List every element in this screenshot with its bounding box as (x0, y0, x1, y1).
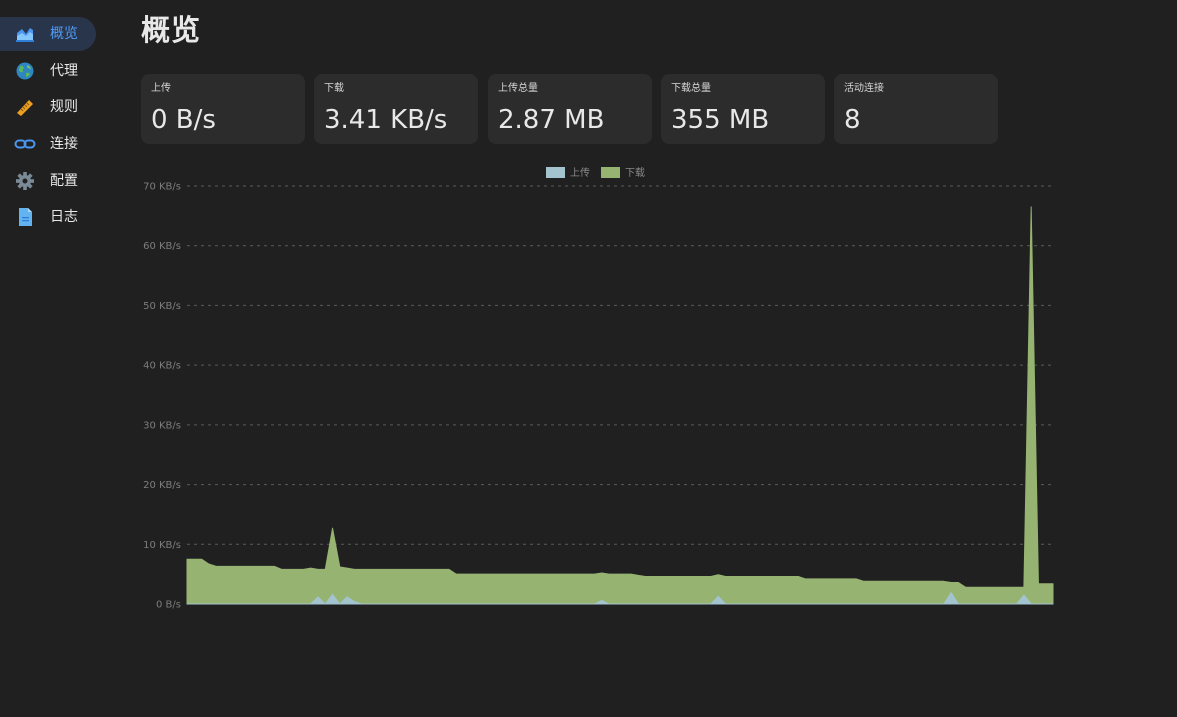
y-tick-label: 40 KB/s (143, 361, 181, 372)
sidebar-item-label: 日志 (50, 209, 78, 225)
y-tick-label: 60 KB/s (143, 241, 181, 252)
stat-value: 8 (844, 105, 861, 135)
sidebar-item-label: 配置 (50, 173, 78, 189)
stat-card-upload: 上传 0 B/s (141, 74, 305, 144)
area-chart-icon (14, 24, 36, 44)
legend-label-download: 下载 (625, 167, 645, 179)
sidebar-item-config[interactable]: 配置 (0, 164, 96, 198)
sidebar-item-rules[interactable]: 规则 (0, 90, 96, 124)
gear-icon (14, 171, 36, 191)
legend-swatch-upload (546, 167, 565, 178)
sidebar-item-connections[interactable]: 连接 (0, 127, 96, 161)
download-area-series (186, 206, 1054, 605)
stat-card-download-total: 下载总量 355 MB (661, 74, 825, 144)
link-icon (14, 134, 36, 154)
sidebar-item-overview[interactable]: 概览 (0, 17, 96, 51)
sidebar-item-proxy[interactable]: 代理 (0, 54, 96, 88)
sidebar-item-label: 连接 (50, 136, 78, 152)
stat-value: 2.87 MB (498, 105, 605, 135)
sidebar-item-label: 规则 (50, 99, 78, 115)
legend-swatch-download (601, 167, 620, 178)
y-tick-label: 0 B/s (156, 600, 181, 611)
y-tick-label: 30 KB/s (143, 420, 181, 431)
y-tick-label: 70 KB/s (143, 182, 181, 193)
stat-label: 下载总量 (671, 83, 711, 94)
y-tick-label: 50 KB/s (143, 301, 181, 312)
stat-label: 上传总量 (498, 83, 538, 94)
stat-label: 下载 (324, 83, 344, 94)
ruler-icon (14, 97, 36, 117)
stat-card-active-connections: 活动连接 8 (834, 74, 998, 144)
sidebar: 概览 代理 规则 (0, 0, 110, 717)
stat-card-upload-total: 上传总量 2.87 MB (488, 74, 652, 144)
legend-label-upload: 上传 (570, 167, 590, 179)
y-tick-label: 20 KB/s (143, 480, 181, 491)
sidebar-item-label: 概览 (50, 26, 78, 42)
stat-value: 0 B/s (151, 105, 216, 135)
y-tick-label: 10 KB/s (143, 540, 181, 551)
document-icon (14, 207, 36, 227)
upload-area-series (186, 592, 1054, 605)
page-title: 概览 (141, 13, 202, 47)
sidebar-item-label: 代理 (50, 63, 78, 79)
stat-value: 3.41 KB/s (324, 105, 448, 135)
stat-label: 上传 (151, 83, 171, 94)
stat-value: 355 MB (671, 105, 770, 135)
globe-icon (14, 61, 36, 81)
stat-label: 活动连接 (844, 83, 884, 94)
stat-card-download: 下载 3.41 KB/s (314, 74, 478, 144)
sidebar-item-logs[interactable]: 日志 (0, 200, 96, 234)
